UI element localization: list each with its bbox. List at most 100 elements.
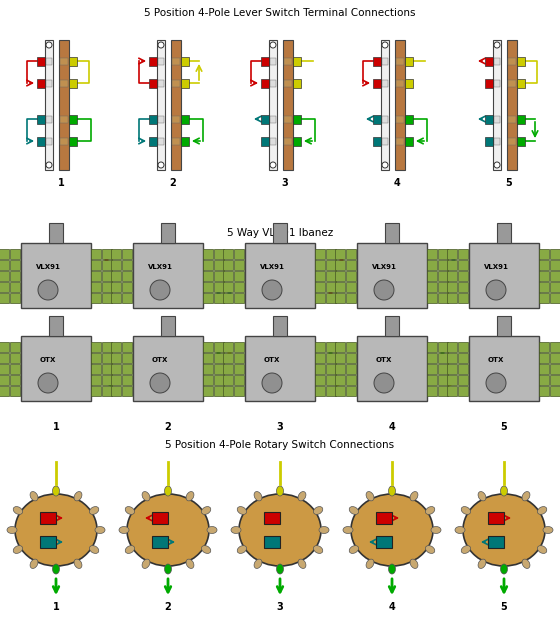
Circle shape (374, 280, 394, 300)
Bar (493, 40, 501, 170)
Ellipse shape (254, 559, 262, 568)
Bar (346, 363, 356, 374)
Bar (203, 281, 213, 291)
Text: 5: 5 (506, 178, 512, 188)
Bar (261, 78, 269, 87)
Bar (458, 341, 468, 351)
Bar (102, 281, 112, 291)
Circle shape (382, 42, 388, 48)
Circle shape (374, 373, 394, 393)
Bar (335, 341, 345, 351)
Circle shape (158, 162, 164, 168)
Ellipse shape (239, 494, 321, 566)
Bar (91, 386, 101, 396)
Bar (550, 248, 560, 258)
Bar (335, 281, 345, 291)
Bar (293, 137, 301, 145)
Bar (0, 375, 9, 384)
Bar (550, 375, 560, 384)
Bar (21, 243, 91, 308)
Bar (346, 270, 356, 281)
Circle shape (270, 162, 276, 168)
Bar (223, 363, 233, 374)
Ellipse shape (142, 492, 150, 501)
Bar (539, 260, 549, 269)
Bar (346, 341, 356, 351)
Bar (335, 293, 345, 303)
Bar (60, 80, 68, 87)
Bar (0, 341, 9, 351)
Bar (10, 248, 20, 258)
Bar (395, 40, 405, 170)
Ellipse shape (501, 486, 507, 496)
Bar (270, 116, 276, 123)
Ellipse shape (15, 494, 97, 566)
Bar (0, 386, 9, 396)
Circle shape (486, 373, 506, 393)
Bar (214, 363, 224, 374)
Bar (10, 281, 20, 291)
Circle shape (38, 373, 58, 393)
Bar (102, 375, 112, 384)
Bar (91, 270, 101, 281)
Bar (214, 353, 224, 363)
Bar (234, 281, 244, 291)
Ellipse shape (202, 545, 211, 554)
Bar (181, 114, 189, 123)
Ellipse shape (389, 564, 395, 574)
Bar (269, 40, 277, 170)
Ellipse shape (202, 507, 211, 514)
Bar (111, 281, 121, 291)
Ellipse shape (30, 559, 38, 568)
Bar (122, 375, 132, 384)
Bar (346, 386, 356, 396)
Ellipse shape (165, 486, 171, 496)
Bar (59, 40, 69, 170)
Ellipse shape (125, 507, 134, 514)
Text: VLX91: VLX91 (36, 264, 60, 270)
Circle shape (46, 42, 52, 48)
Bar (69, 137, 77, 145)
Bar (223, 353, 233, 363)
Bar (181, 56, 189, 66)
Ellipse shape (501, 564, 507, 574)
Ellipse shape (426, 507, 435, 514)
Bar (396, 80, 404, 87)
Ellipse shape (426, 545, 435, 554)
Ellipse shape (522, 559, 530, 568)
Bar (111, 353, 121, 363)
Bar (427, 375, 437, 384)
Bar (458, 375, 468, 384)
Bar (326, 260, 336, 269)
Ellipse shape (13, 545, 22, 554)
Ellipse shape (90, 545, 99, 554)
Ellipse shape (410, 559, 418, 568)
Bar (326, 248, 336, 258)
Bar (234, 363, 244, 374)
Bar (172, 80, 180, 87)
Bar (488, 536, 504, 548)
Bar (396, 58, 404, 64)
Bar (438, 248, 448, 258)
Ellipse shape (461, 507, 470, 514)
Circle shape (46, 162, 52, 168)
Bar (234, 386, 244, 396)
Bar (149, 114, 157, 123)
Bar (517, 137, 525, 145)
Bar (203, 293, 213, 303)
Bar (326, 341, 336, 351)
Bar (122, 293, 132, 303)
Bar (517, 114, 525, 123)
Bar (326, 353, 336, 363)
Bar (49, 222, 63, 243)
Bar (102, 363, 112, 374)
Circle shape (262, 373, 282, 393)
Bar (427, 281, 437, 291)
Bar (10, 363, 20, 374)
Ellipse shape (543, 526, 553, 533)
Ellipse shape (231, 526, 241, 533)
Bar (181, 137, 189, 145)
Text: 5 Way VLX91 Ibanez: 5 Way VLX91 Ibanez (227, 228, 333, 238)
Ellipse shape (53, 564, 59, 574)
Bar (214, 341, 224, 351)
